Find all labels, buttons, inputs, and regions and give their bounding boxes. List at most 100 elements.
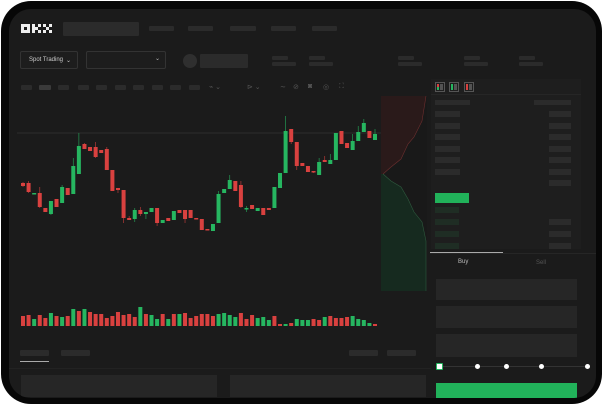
volume-bar xyxy=(272,316,277,326)
timeframe-button[interactable] xyxy=(189,85,200,90)
candle-body xyxy=(238,185,243,207)
tab-order-history[interactable] xyxy=(61,350,90,356)
timeframe-button[interactable] xyxy=(115,85,126,90)
camera-icon[interactable]: ◙ xyxy=(308,83,313,90)
buy-submit-button[interactable] xyxy=(436,383,577,398)
volume-bar xyxy=(205,314,210,326)
column-header xyxy=(435,100,470,105)
candle-body xyxy=(278,173,283,188)
pair-selector-dropdown[interactable]: ⌄ xyxy=(86,51,166,69)
candle-body xyxy=(333,133,338,160)
tab-underline xyxy=(20,361,49,362)
price-placeholder xyxy=(200,54,248,68)
candle-body xyxy=(88,147,93,151)
nav-item[interactable] xyxy=(149,26,174,31)
volume-bar xyxy=(54,316,59,326)
volume-bar xyxy=(65,316,70,326)
volume-bar xyxy=(48,313,53,326)
candle-body xyxy=(244,208,249,210)
nav-item[interactable] xyxy=(271,26,296,31)
volume-bar xyxy=(132,317,137,326)
candle-body xyxy=(93,147,98,157)
volume-bar xyxy=(60,317,65,326)
volume-bar xyxy=(37,315,42,326)
bid-price xyxy=(435,207,459,213)
dropdown-label: Spot Trading xyxy=(29,57,64,63)
candle-body xyxy=(132,210,137,219)
order-book-asks-icon[interactable] xyxy=(464,82,474,92)
candle-body xyxy=(21,183,25,186)
total-input[interactable] xyxy=(436,334,577,357)
filter-button[interactable] xyxy=(387,350,416,356)
timeframe-button[interactable] xyxy=(170,85,181,90)
candle-body xyxy=(255,208,260,211)
volume-bar xyxy=(333,318,338,326)
candle-body xyxy=(110,170,115,191)
timeframe-button[interactable] xyxy=(96,85,107,90)
bid-price xyxy=(435,219,459,225)
filter-button[interactable] xyxy=(349,350,378,356)
candle-body xyxy=(250,205,255,209)
ask-price xyxy=(435,157,460,163)
candle-body xyxy=(188,210,193,218)
ask-price xyxy=(435,134,460,140)
candle-body xyxy=(266,208,271,210)
timeframe-button[interactable] xyxy=(21,85,32,90)
app-screen: Spot Trading ⌄ ⌄ ⌁ ⌄ ⊳ ⌄ ∼ ⊘ ◙ ◎ ⛶ xyxy=(9,9,596,398)
timeframe-button[interactable] xyxy=(58,85,69,90)
volume-bar xyxy=(255,318,260,326)
volume-bar xyxy=(283,324,288,326)
amount-input[interactable] xyxy=(436,306,577,328)
slider-stop[interactable] xyxy=(585,364,590,369)
candle-body xyxy=(199,219,204,230)
candle-body xyxy=(166,218,171,221)
ruler-icon[interactable]: ⊘ xyxy=(293,84,299,91)
settings-icon[interactable]: ◎ xyxy=(323,84,330,91)
timeframe-button[interactable] xyxy=(133,85,144,90)
fullscreen-icon[interactable]: ⛶ xyxy=(339,83,344,90)
candlestick-chart[interactable] xyxy=(9,9,439,339)
tab-open-orders[interactable] xyxy=(20,350,49,356)
volume-bar xyxy=(188,318,193,326)
volume-bar xyxy=(311,319,316,326)
indicator-icon[interactable]: ⌁ ⌄ xyxy=(209,84,222,91)
volume-bar xyxy=(278,324,283,326)
tab-buy[interactable]: Buy xyxy=(458,259,469,265)
timeframe-button[interactable] xyxy=(78,85,89,90)
order-book-bids-icon[interactable] xyxy=(449,82,459,92)
timeframe-button[interactable] xyxy=(39,85,51,90)
ask-amount xyxy=(549,134,571,140)
search-bar[interactable] xyxy=(63,22,139,36)
order-book-both-icon[interactable] xyxy=(435,82,445,92)
volume-bar xyxy=(93,314,98,326)
price-input[interactable] xyxy=(436,279,577,300)
volume-bar xyxy=(216,314,221,326)
slider-stop[interactable] xyxy=(504,364,509,369)
volume-bar xyxy=(300,320,305,326)
timeframe-button[interactable] xyxy=(152,85,163,90)
nav-item[interactable] xyxy=(312,26,337,31)
ask-amount xyxy=(549,180,571,186)
bid-amount xyxy=(549,219,571,225)
candle-body xyxy=(155,208,160,223)
tab-sell[interactable]: Sell xyxy=(536,260,547,266)
volume-bar xyxy=(43,318,48,326)
wave-icon[interactable]: ∼ xyxy=(280,84,286,91)
volume-bar xyxy=(227,315,232,326)
nav-item[interactable] xyxy=(188,26,213,31)
spot-trading-dropdown[interactable]: Spot Trading ⌄ xyxy=(20,51,78,69)
volume-bar xyxy=(143,314,148,326)
ask-price xyxy=(435,146,460,152)
candle-body xyxy=(311,171,316,173)
slider-stop[interactable] xyxy=(539,364,544,369)
nav-item[interactable] xyxy=(230,26,256,31)
drawing-icon[interactable]: ⊳ ⌄ xyxy=(247,84,261,91)
slider-handle[interactable] xyxy=(436,363,443,370)
volume-bar xyxy=(160,314,165,326)
slider-stop[interactable] xyxy=(475,364,480,369)
candle-body xyxy=(60,187,65,203)
candle-body xyxy=(104,149,109,170)
candle-body xyxy=(361,123,366,132)
candle-body xyxy=(171,211,176,220)
